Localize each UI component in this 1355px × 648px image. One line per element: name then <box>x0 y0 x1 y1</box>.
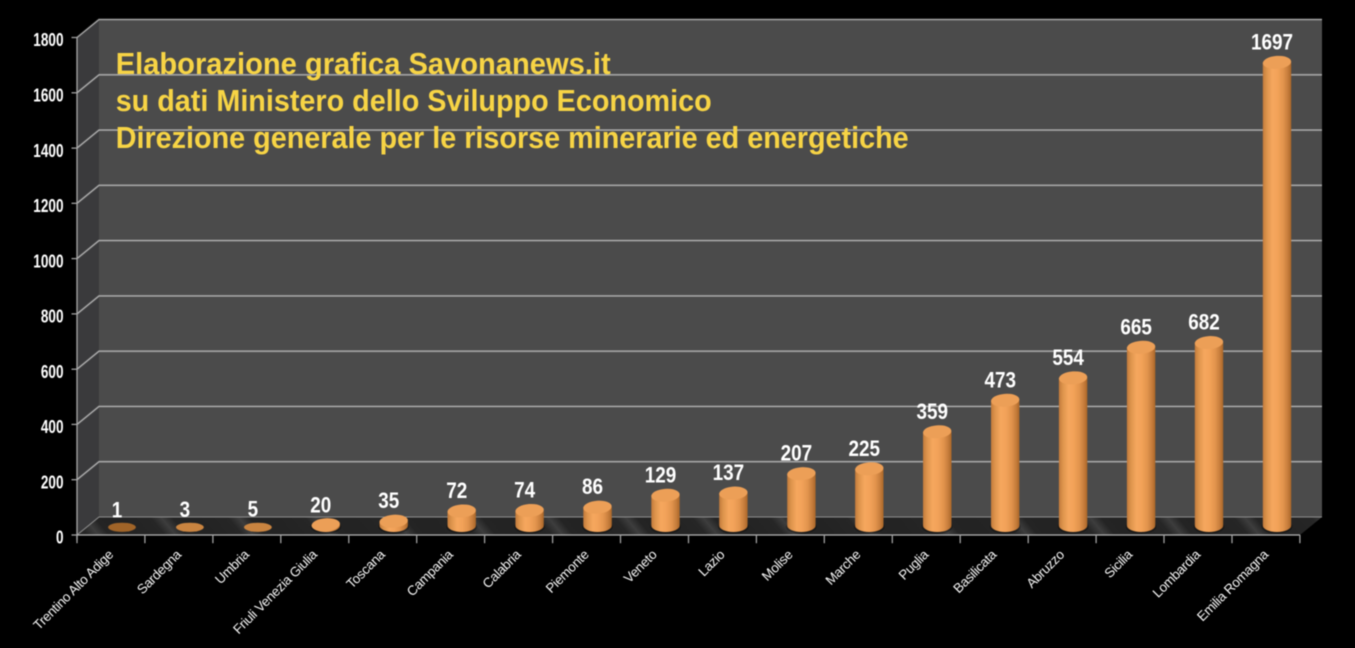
svg-text:600: 600 <box>41 362 64 382</box>
svg-text:1200: 1200 <box>33 196 63 216</box>
svg-text:74: 74 <box>514 478 535 503</box>
svg-text:86: 86 <box>582 474 603 499</box>
svg-text:20: 20 <box>310 492 331 517</box>
svg-text:35: 35 <box>378 488 399 513</box>
svg-text:1400: 1400 <box>33 141 63 161</box>
svg-text:200: 200 <box>41 472 64 492</box>
svg-text:Direzione generale per le riso: Direzione generale per le risorse minera… <box>116 120 909 155</box>
svg-text:1800: 1800 <box>33 30 63 50</box>
svg-text:400: 400 <box>41 417 64 437</box>
svg-text:72: 72 <box>446 478 467 503</box>
svg-text:Elaborazione grafica Savonanew: Elaborazione grafica Savonanews.it <box>116 46 611 81</box>
svg-text:1000: 1000 <box>33 251 63 271</box>
svg-text:554: 554 <box>1052 345 1084 370</box>
svg-text:225: 225 <box>849 436 881 461</box>
svg-text:800: 800 <box>41 307 64 327</box>
svg-text:665: 665 <box>1120 314 1152 339</box>
svg-text:207: 207 <box>781 441 813 466</box>
svg-text:473: 473 <box>984 367 1016 392</box>
svg-text:3: 3 <box>180 497 191 522</box>
svg-text:682: 682 <box>1188 310 1220 335</box>
svg-text:1600: 1600 <box>33 86 63 106</box>
svg-text:5: 5 <box>248 497 259 522</box>
svg-text:su dati Ministero dello Svilup: su dati Ministero dello Sviluppo Economi… <box>116 83 712 118</box>
svg-text:1697: 1697 <box>1251 29 1293 54</box>
svg-text:137: 137 <box>713 460 745 485</box>
svg-text:1: 1 <box>112 498 123 523</box>
svg-text:0: 0 <box>56 528 64 548</box>
svg-text:129: 129 <box>645 462 677 487</box>
svg-text:359: 359 <box>916 399 948 424</box>
